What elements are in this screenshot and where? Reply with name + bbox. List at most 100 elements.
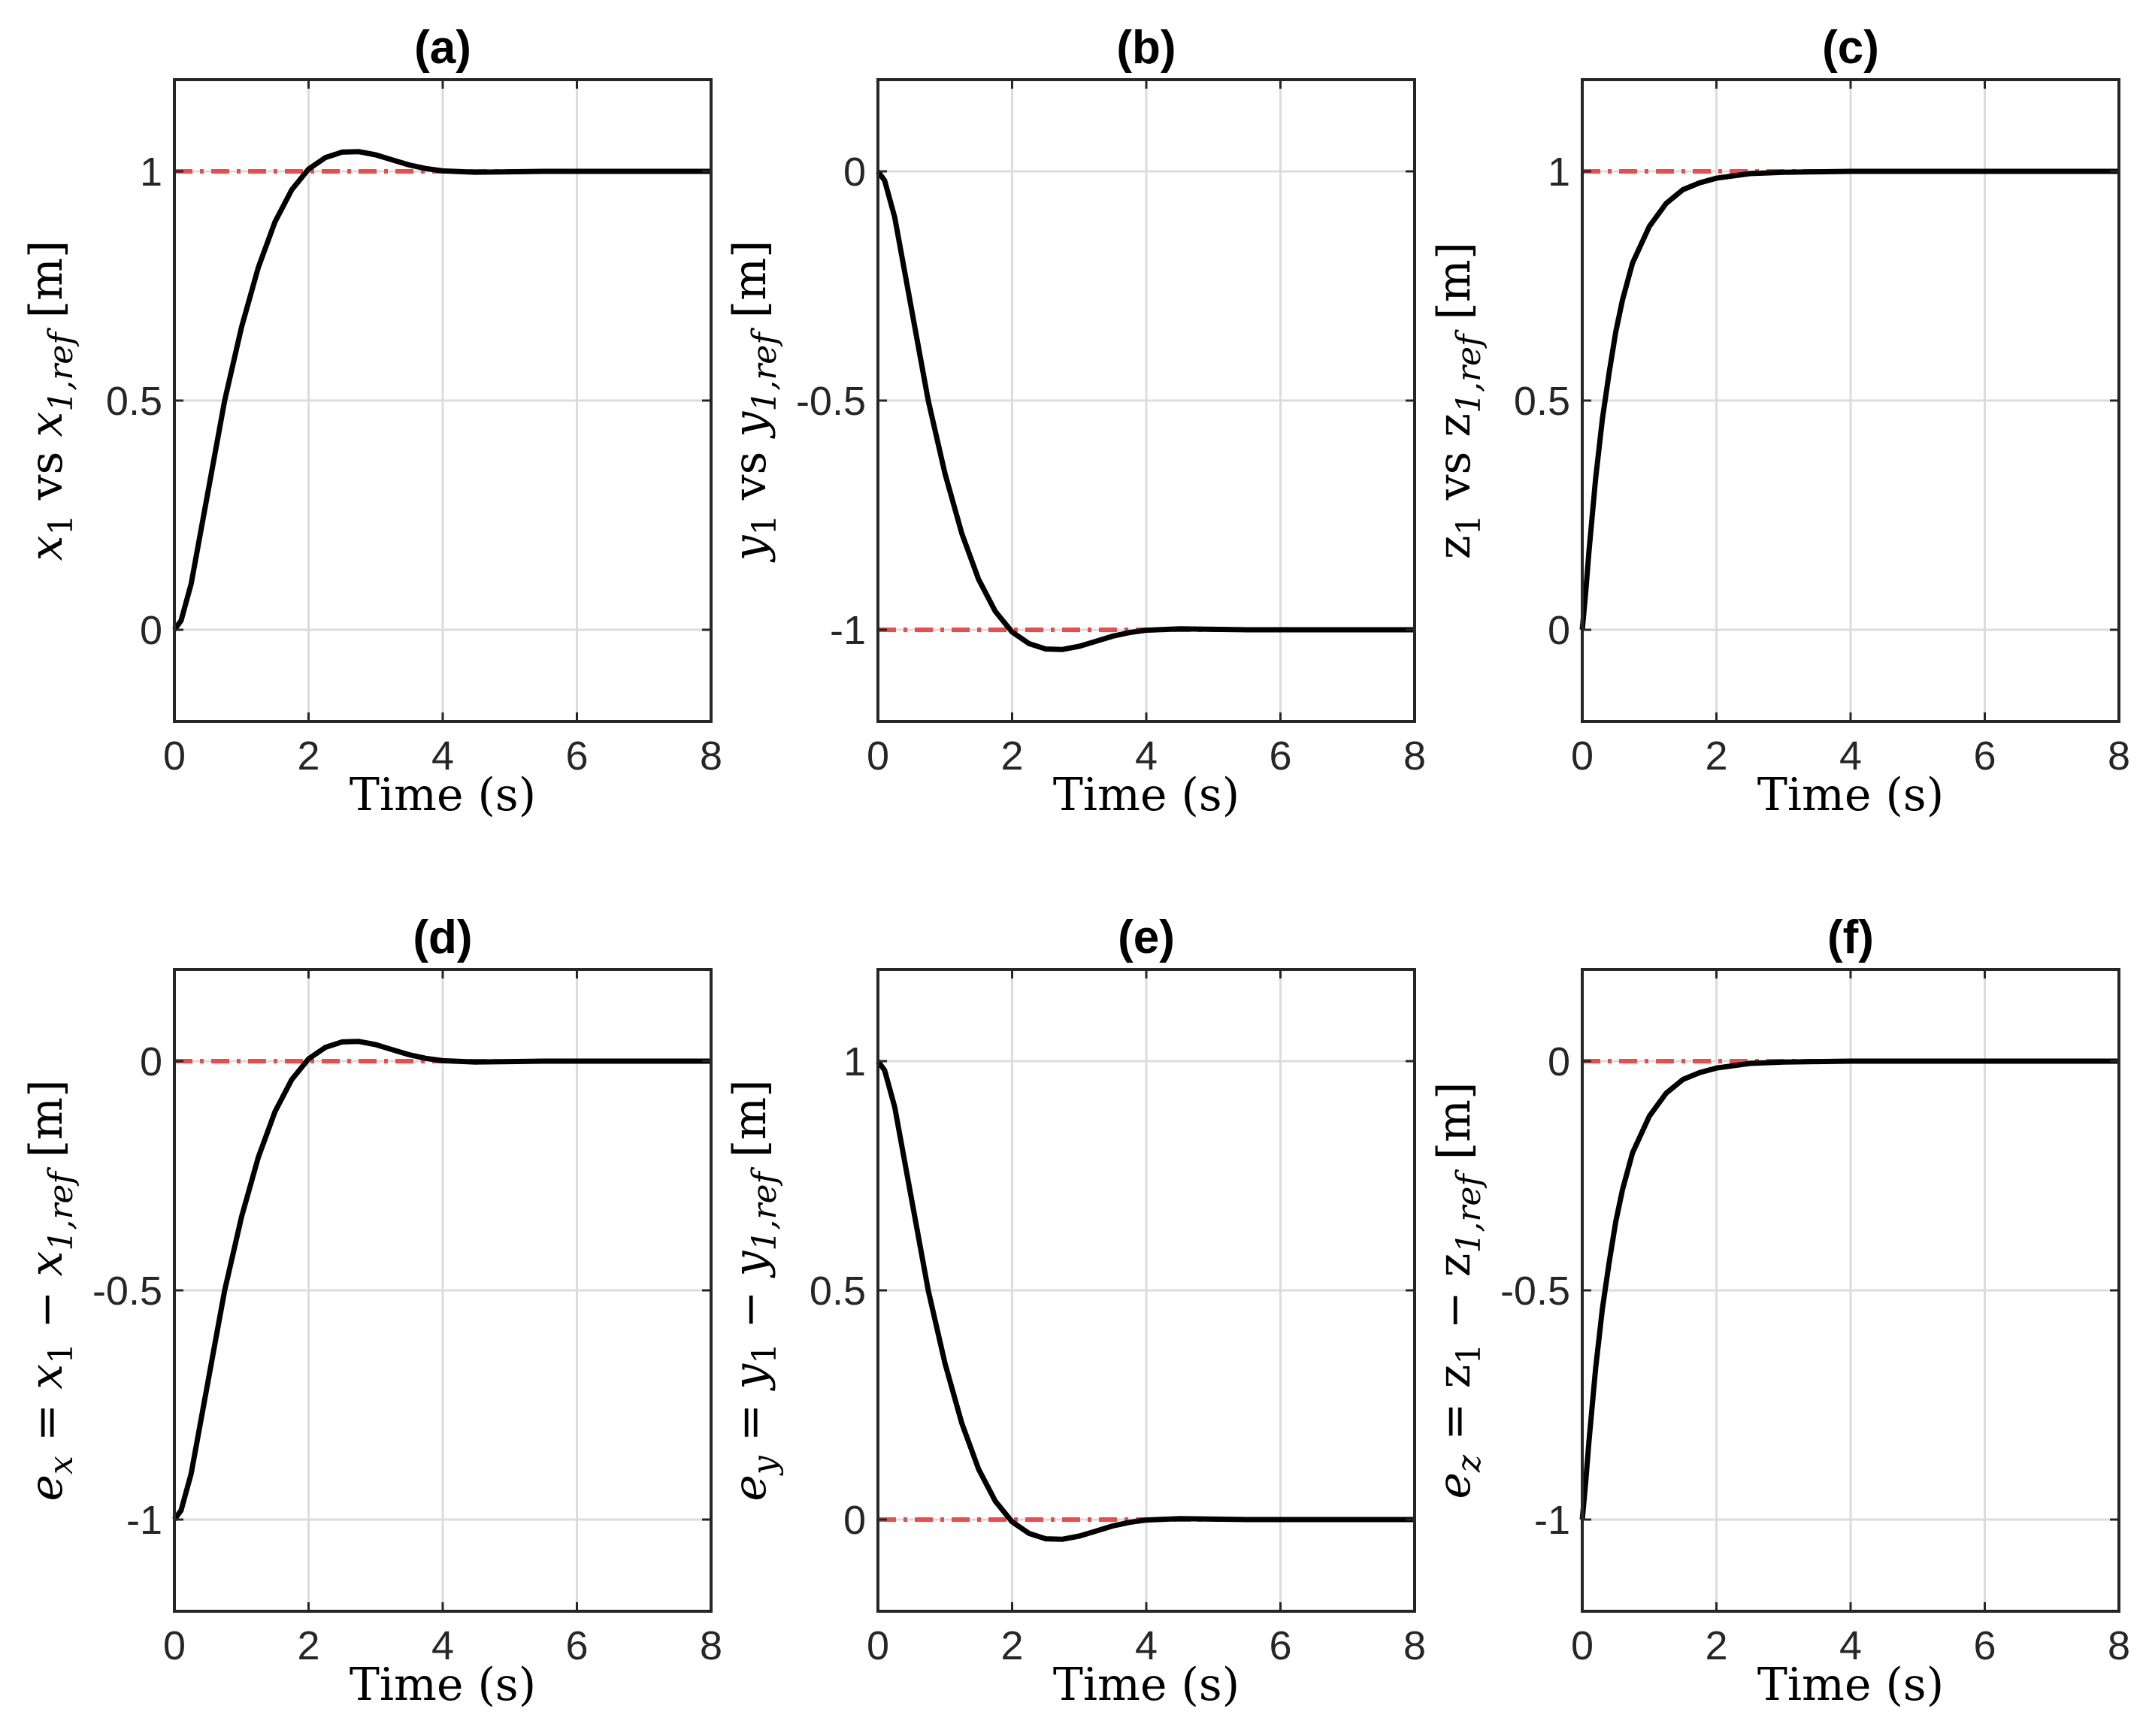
- panel-d: 0 2 4 6 8 -1 -0.5 0 (d) Time (s) ex = x1 − x1,ref …: [20, 912, 722, 1711]
- y-axis-label-part: vs: [1428, 437, 1481, 515]
- x-tick-label: 2: [297, 1623, 319, 1668]
- y-axis-label-part: 1: [1450, 514, 1488, 535]
- y-axis-label-part: =: [20, 1390, 73, 1456]
- y-axis-label-part: 1: [42, 514, 80, 535]
- chart-title: (e): [1118, 912, 1175, 963]
- y-axis-label-part: [m]: [1428, 1082, 1481, 1175]
- x-tick-label: 8: [700, 1623, 722, 1668]
- y-axis-label-part: [m]: [20, 1079, 73, 1172]
- x-tick-label: 8: [1403, 733, 1426, 779]
- y-tick-label: -1: [1534, 1498, 1570, 1543]
- x-tick-label: 4: [431, 1623, 454, 1668]
- y-axis-label-part: 1: [746, 514, 784, 535]
- y-tick-label: 0.5: [106, 379, 162, 424]
- y-axis-label-part: −: [1428, 1277, 1481, 1343]
- x-tick-label: 0: [163, 1623, 186, 1668]
- y-tick-label: -1: [830, 608, 866, 653]
- y-tick-label: -1: [126, 1498, 162, 1543]
- y-axis-label-part: =: [724, 1390, 776, 1456]
- y-axis-label-part: vs: [20, 437, 73, 515]
- y-axis-label-part: 1,ref: [746, 328, 784, 412]
- x-axis-label: Time (s): [1757, 1659, 1944, 1711]
- y-tick-label: 1: [140, 150, 162, 195]
- x-axis-label: Time (s): [350, 769, 536, 821]
- y-axis-label-part: y: [724, 1363, 776, 1392]
- x-axis-label: Time (s): [350, 1659, 536, 1711]
- x-tick-label: 8: [2108, 1623, 2130, 1668]
- y-axis-label-part: 1: [42, 1343, 80, 1364]
- y-axis-label: x1 vs x1,ref [m]: [20, 240, 80, 561]
- y-axis-label: ex = x1 − x1,ref [m]: [20, 1079, 80, 1501]
- y-axis-label-part: [m]: [724, 240, 776, 333]
- y-axis-label: ez = z1 − z1,ref [m]: [1428, 1082, 1488, 1499]
- chart-title: (c): [1822, 22, 1879, 74]
- y-tick-label: 0.5: [810, 1269, 866, 1314]
- y-axis-label-part: x: [20, 1251, 73, 1277]
- panel-f: 0 2 4 6 8 -1 -0.5 0 (f) Time (s) ez = z1 − z1,ref …: [1428, 912, 2130, 1711]
- y-tick-label: 1: [1548, 150, 1570, 195]
- y-axis-label-part: y: [746, 1455, 784, 1476]
- y-tick-label: 0: [843, 1498, 866, 1543]
- x-axis-label: Time (s): [1053, 769, 1239, 821]
- y-tick-label: 1: [843, 1039, 866, 1084]
- y-axis-label-part: e: [20, 1474, 73, 1502]
- y-axis-label: y1 vs y1,ref [m]: [724, 240, 784, 564]
- chart-title: (a): [414, 22, 471, 74]
- y-axis-label: ey = y1 − y1,ref [m]: [724, 1079, 784, 1501]
- response-line: [876, 1059, 1415, 1542]
- y-tick-label: 0.5: [1514, 379, 1570, 424]
- y-axis-label-part: [m]: [1428, 242, 1481, 334]
- y-axis-label-part: z: [1428, 1365, 1481, 1389]
- x-tick-label: 8: [700, 733, 722, 779]
- y-axis-label-part: x: [20, 1364, 73, 1390]
- chart-title: (f): [1827, 912, 1874, 963]
- x-tick-label: 2: [1705, 733, 1727, 779]
- y-axis-label-part: x: [20, 412, 73, 437]
- y-axis-label-part: 1: [1450, 1344, 1488, 1365]
- x-axis-label: Time (s): [1053, 1659, 1239, 1711]
- x-tick-label: 6: [1269, 1623, 1291, 1668]
- y-tick-label: 0: [140, 608, 162, 653]
- x-tick-label: 6: [1973, 733, 1996, 779]
- x-tick-label: 8: [1403, 1623, 1426, 1668]
- response-line: [172, 149, 711, 632]
- x-tick-label: 6: [565, 1623, 588, 1668]
- y-axis-label-part: z: [1450, 1454, 1488, 1473]
- x-tick-label: 0: [867, 1623, 889, 1668]
- x-tick-label: 2: [1000, 733, 1023, 779]
- y-tick-label: -0.5: [92, 1269, 162, 1314]
- x-axis-label: Time (s): [1757, 769, 1944, 821]
- y-axis-label-part: −: [724, 1276, 776, 1342]
- panel-b: 0 2 4 6 8-1-0.50(b)Time (s)y1 vs y1,ref [m]: [724, 22, 1426, 821]
- y-axis-label-part: y: [724, 411, 776, 440]
- x-tick-label: 0: [867, 733, 889, 779]
- response-line: [1579, 1058, 2119, 1520]
- x-tick-label: 6: [1973, 1623, 1996, 1668]
- y-axis-label-part: x: [42, 1456, 80, 1474]
- y-axis-label-part: vs: [724, 437, 776, 515]
- y-axis-label-part: 1,ref: [1450, 1169, 1488, 1254]
- x-tick-label: 4: [1135, 1623, 1158, 1668]
- response-line: [172, 1039, 711, 1522]
- y-axis-label-part: [m]: [20, 240, 73, 333]
- y-axis-label-part: 1,ref: [42, 328, 80, 412]
- y-axis-label-part: =: [1428, 1388, 1481, 1454]
- x-tick-label: 2: [1000, 1623, 1023, 1668]
- x-tick-label: 4: [1839, 1623, 1862, 1668]
- y-axis-label-part: −: [20, 1276, 73, 1342]
- response-line: [876, 169, 1415, 652]
- y-axis-label-part: z: [1428, 413, 1481, 437]
- response-line: [1579, 168, 2119, 631]
- y-axis-label-part: 1,ref: [746, 1167, 784, 1251]
- x-tick-label: 2: [297, 733, 319, 779]
- y-axis-label-part: z: [1428, 535, 1481, 559]
- panel-a: 0 2 4 6 800.51(a)Time (s)x1 vs x1,ref [m]: [20, 22, 722, 821]
- y-axis-label-part: 1: [746, 1343, 784, 1364]
- y-axis-label-part: y: [724, 1250, 776, 1278]
- x-tick-label: 4: [1839, 733, 1862, 779]
- y-tick-label: 0: [1548, 1039, 1570, 1084]
- panel-c: 0 2 4 6 800.51(c)Time (s)z1 vs z1,ref [m]: [1428, 22, 2130, 821]
- y-axis-label-part: e: [724, 1474, 776, 1502]
- y-axis-label-part: 1,ref: [42, 1167, 80, 1251]
